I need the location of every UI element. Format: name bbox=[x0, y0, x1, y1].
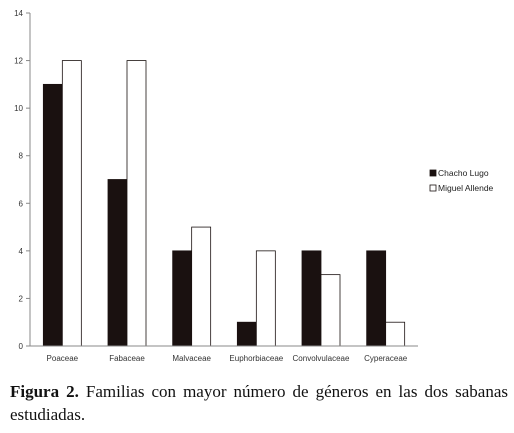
y-tick-label: 12 bbox=[14, 57, 23, 66]
bar-miguel-allende-euphorbiaceae bbox=[255, 250, 276, 347]
bar-chart: 0 2 4 6 8 10 12 14 Poaceae Fabaceae Malvaceae Euph… bbox=[14, 9, 494, 363]
bar-chacho-lugo-convolvulaceae bbox=[301, 250, 322, 347]
x-tick-label: Cyperaceae bbox=[364, 354, 408, 363]
y-tick-label: 6 bbox=[19, 199, 24, 208]
legend-label: Miguel Allende bbox=[438, 183, 494, 193]
legend-swatch bbox=[429, 184, 437, 192]
y-tick-label: 4 bbox=[19, 247, 24, 256]
y-tick-label: 2 bbox=[19, 294, 24, 303]
figure-caption-label: Figura 2. bbox=[10, 382, 79, 401]
figure-caption-text: Familias con mayor número de géneros en … bbox=[10, 382, 508, 424]
x-tick-label: Euphorbiaceae bbox=[229, 354, 283, 363]
legend-label: Chacho Lugo bbox=[438, 168, 489, 178]
y-axis-ticks: 0 2 4 6 8 10 12 14 bbox=[14, 9, 30, 351]
bar-chacho-lugo-malvaceae bbox=[172, 250, 193, 347]
legend-swatch bbox=[429, 169, 437, 177]
bar-chacho-lugo-euphorbiaceae bbox=[236, 321, 257, 347]
bars-group bbox=[42, 60, 406, 347]
y-tick-label: 14 bbox=[14, 9, 23, 18]
bar-chacho-lugo-poaceae bbox=[42, 83, 63, 347]
bar-chacho-lugo-cyperaceae bbox=[366, 250, 387, 347]
bar-miguel-allende-convolvulaceae bbox=[320, 274, 341, 347]
bar-miguel-allende-cyperaceae bbox=[385, 321, 406, 347]
x-tick-label: Poaceae bbox=[47, 354, 79, 363]
bar-miguel-allende-fabaceae bbox=[126, 60, 147, 347]
bar-chacho-lugo-fabaceae bbox=[107, 179, 128, 347]
figure-caption: Figura 2. Familias con mayor número de g… bbox=[10, 380, 508, 426]
x-tick-label: Convolvulaceae bbox=[293, 354, 350, 363]
y-tick-label: 8 bbox=[19, 152, 24, 161]
x-axis-labels: Poaceae Fabaceae Malvaceae Euphorbiaceae Con… bbox=[47, 354, 408, 363]
bar-miguel-allende-malvaceae bbox=[191, 226, 212, 347]
x-tick-label: Fabaceae bbox=[109, 354, 145, 363]
y-tick-label: 0 bbox=[19, 342, 24, 351]
x-tick-label: Malvaceae bbox=[172, 354, 211, 363]
y-tick-label: 10 bbox=[14, 104, 23, 113]
legend: Chacho Lugo Miguel Allende bbox=[429, 168, 494, 193]
bar-miguel-allende-poaceae bbox=[61, 60, 82, 347]
